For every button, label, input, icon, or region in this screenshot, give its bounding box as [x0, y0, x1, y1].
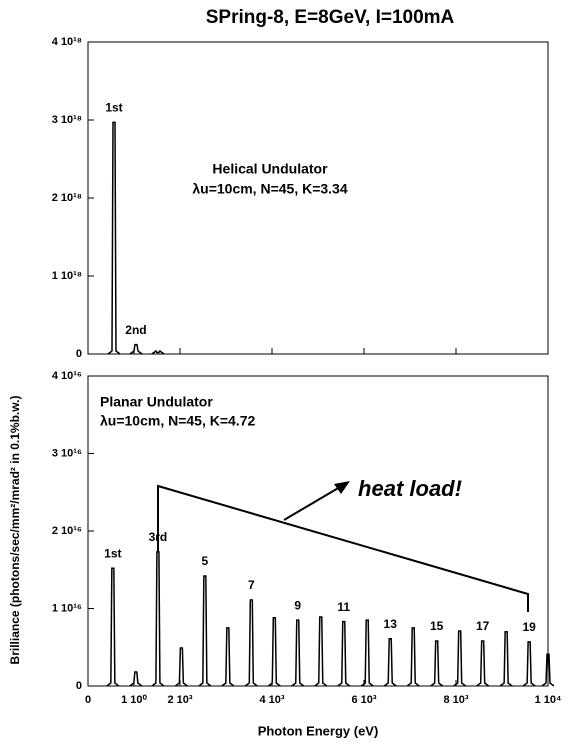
- peak: [522, 641, 536, 687]
- peak: [360, 619, 374, 687]
- plot-frame: [87, 41, 549, 355]
- y-tick-label: 4 10¹⁸: [52, 36, 82, 48]
- peak: [174, 647, 188, 687]
- peak: [106, 567, 120, 687]
- panel-annotation: λu=10cm, N=45, K=4.72: [100, 413, 255, 429]
- peak: [244, 599, 258, 687]
- chart-title: SPring-8, E=8GeV, I=100mA: [206, 7, 455, 28]
- peak: [337, 620, 351, 687]
- peak: [499, 631, 513, 687]
- peak-label: 15: [430, 619, 444, 633]
- peak-label: 5: [201, 554, 208, 568]
- x-tick-label: 0: [85, 694, 91, 706]
- panel-annotation: λu=10cm, N=45, K=3.34: [192, 181, 347, 197]
- x-tick-label: 8 10³: [443, 694, 468, 706]
- y-tick-label: 4 10¹⁶: [52, 370, 82, 382]
- peak: [107, 121, 121, 355]
- y-tick-label: 3 10¹⁸: [52, 114, 82, 126]
- x-tick-label: 4 10³: [259, 694, 284, 706]
- peak-label: 9: [294, 598, 301, 612]
- y-tick-label: 1 10¹⁸: [52, 270, 82, 282]
- arrow-head: [334, 481, 350, 494]
- y-tick-label: 2 10¹⁸: [52, 192, 82, 204]
- peak: [541, 653, 555, 687]
- y-tick-label: 0: [76, 348, 82, 360]
- panel-annotation: Planar Undulator: [100, 394, 213, 410]
- y-axis-label: Brilliance (photons/sec/mm²/mrad² in 0.1…: [8, 396, 22, 665]
- peak: [198, 575, 212, 687]
- y-tick-label: 3 10¹⁶: [52, 447, 82, 459]
- peak: [151, 551, 165, 687]
- peak: [129, 343, 143, 355]
- peak: [476, 640, 490, 687]
- peak-label: 1st: [104, 546, 121, 560]
- peak-label: 3rd: [149, 530, 168, 544]
- peak: [267, 617, 281, 687]
- peak-label: 2nd: [125, 323, 146, 337]
- peak: [406, 627, 420, 687]
- y-tick-label: 1 10¹⁶: [52, 602, 82, 614]
- x-tick-label: 1 10⁰: [121, 694, 147, 706]
- panel-annotation: Helical Undulator: [212, 161, 328, 177]
- y-tick-label: 2 10¹⁶: [52, 525, 82, 537]
- peak-label: 1st: [105, 101, 122, 115]
- peak-label: 19: [522, 620, 536, 634]
- peak: [221, 627, 235, 687]
- arrow: [283, 486, 341, 521]
- x-tick-label: 1 10⁴: [535, 694, 562, 706]
- peak-label: 17: [476, 619, 490, 633]
- peak-label: 11: [337, 600, 350, 614]
- y-tick-label: 0: [76, 680, 82, 692]
- peak: [453, 630, 467, 687]
- peak-label: 13: [384, 617, 398, 631]
- peak: [151, 349, 165, 355]
- x-tick-label: 6 10³: [351, 694, 376, 706]
- peak: [129, 671, 143, 687]
- peak: [314, 616, 328, 687]
- annotation: heat load!: [358, 476, 462, 501]
- peak: [383, 637, 397, 687]
- heat-load-bracket: [157, 484, 529, 612]
- x-tick-label: 2 10³: [167, 694, 192, 706]
- peak: [291, 619, 305, 687]
- x-axis-label: Photon Energy (eV): [258, 723, 379, 738]
- peak: [430, 640, 444, 687]
- peak-label: 7: [248, 578, 255, 592]
